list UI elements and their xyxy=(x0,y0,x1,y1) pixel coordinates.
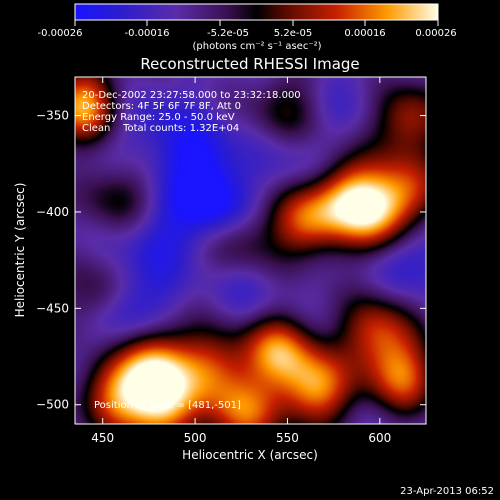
y-tick-label: −500 xyxy=(36,398,69,412)
annotation-block: 20-Dec-2002 23:27:58.000 to 23:32:18.000… xyxy=(82,90,301,134)
annotation-time: 20-Dec-2002 23:27:58.000 to 23:32:18.000 xyxy=(82,90,301,101)
colorbar-tick-label: -0.00016 xyxy=(125,28,170,39)
peak-position-label: Position of peak = [481,-501] xyxy=(94,400,241,411)
x-tick-label: 450 xyxy=(91,431,114,445)
colorbar-tick-label: 0.00026 xyxy=(415,28,456,39)
colorbar-tick-label: -0.00026 xyxy=(38,28,83,39)
colorbar-tick-label: 0.00016 xyxy=(344,28,385,39)
colorbar xyxy=(74,3,439,21)
plot-frame xyxy=(74,76,427,425)
heatmap-image xyxy=(75,77,426,424)
annotation-counts: Clean Total counts: 1.32E+04 xyxy=(82,123,239,134)
y-axis-ticks: −350 −400 −450 −500 xyxy=(36,109,426,412)
annotation-detectors: Detectors: 4F 5F 6F 7F 8F, Att 0 xyxy=(82,101,241,112)
y-tick-label: −400 xyxy=(36,205,69,219)
x-axis-ticks: 450 500 550 600 xyxy=(91,77,391,445)
y-tick-label: −350 xyxy=(36,109,69,123)
annotation-energy: Energy Range: 25.0 - 50.0 keV xyxy=(82,112,235,123)
colorbar-tick-label: -5.2e-05 xyxy=(207,28,249,39)
colorbar-tick-label: 5.2e-05 xyxy=(274,28,312,39)
x-axis-label: Heliocentric X (arcsec) xyxy=(182,448,318,462)
colorbar-ticks xyxy=(74,20,439,26)
colorbar-units: (photons cm⁻² s⁻¹ asec⁻²) xyxy=(192,41,321,52)
y-axis-label: Heliocentric Y (arcsec) xyxy=(13,183,27,318)
y-tick-label: −450 xyxy=(36,301,69,315)
x-tick-label: 550 xyxy=(276,431,299,445)
colorbar-tick-labels: -0.00026 -0.00016 -5.2e-05 5.2e-05 0.000… xyxy=(38,28,457,39)
chart-title: Reconstructed RHESSI Image xyxy=(140,55,359,73)
x-tick-label: 500 xyxy=(184,431,207,445)
footer-date: 23-Apr-2013 06:52 xyxy=(400,486,494,497)
x-tick-label: 600 xyxy=(368,431,391,445)
